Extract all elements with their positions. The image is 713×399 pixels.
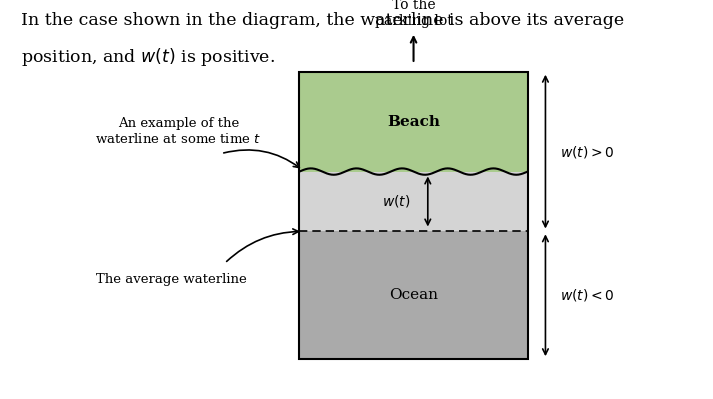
Text: Ocean: Ocean (389, 288, 438, 302)
Text: An example of the
waterline at some time $t$: An example of the waterline at some time… (95, 117, 262, 146)
Bar (299, 72, 528, 359)
Text: $w(t) < 0$: $w(t) < 0$ (560, 287, 614, 303)
Bar (299, 172, 528, 231)
Text: To the
parking lot: To the parking lot (374, 0, 453, 28)
Bar (299, 231, 528, 359)
Text: In the case shown in the diagram, the waterline is above its average: In the case shown in the diagram, the wa… (21, 12, 625, 29)
Text: $w(t) > 0$: $w(t) > 0$ (560, 144, 614, 160)
Text: The average waterline: The average waterline (96, 273, 247, 286)
Bar (299, 72, 528, 172)
Text: $w(t)$: $w(t)$ (381, 194, 410, 209)
Text: position, and $w(t)$ is positive.: position, and $w(t)$ is positive. (21, 46, 275, 68)
Text: Beach: Beach (387, 115, 440, 129)
